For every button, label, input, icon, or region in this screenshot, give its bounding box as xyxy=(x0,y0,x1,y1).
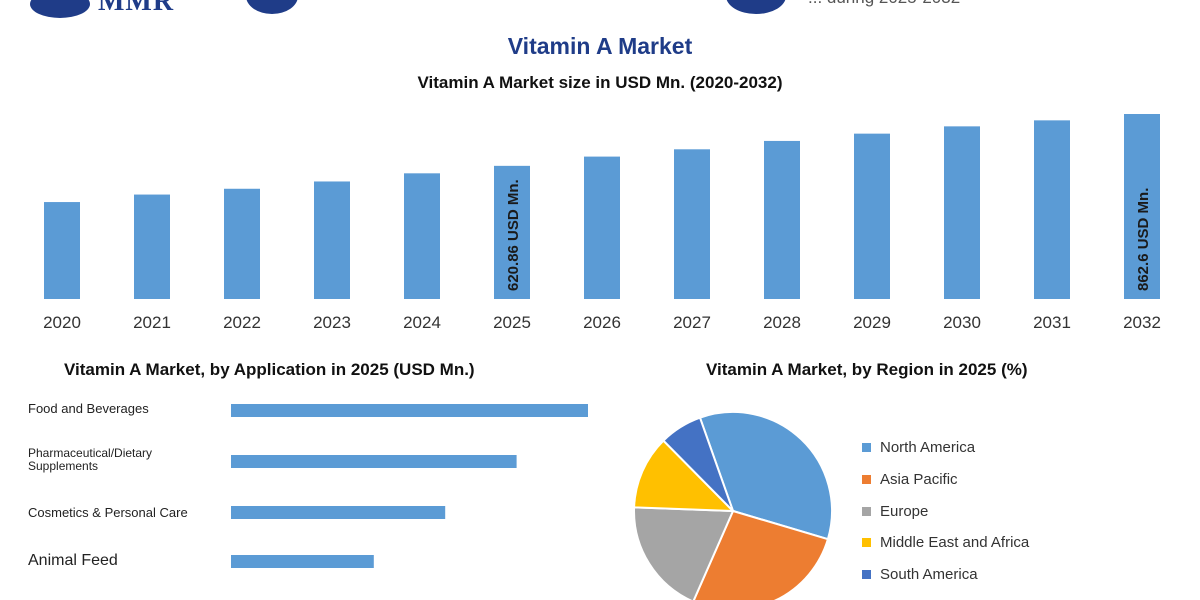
bar-2022 xyxy=(224,188,260,299)
bar-2030 xyxy=(944,126,980,299)
x-tick-label: 2021 xyxy=(133,313,171,332)
header-circle-icon xyxy=(726,0,786,14)
bar-data-label: 862.6 USD Mn. xyxy=(1135,188,1152,291)
application-bar xyxy=(231,506,446,519)
x-tick-label: 2024 xyxy=(403,313,441,332)
legend-swatch xyxy=(862,475,871,484)
x-tick-label: 2032 xyxy=(1123,313,1161,332)
bar-2028 xyxy=(764,140,800,299)
bar-2026 xyxy=(584,156,620,299)
application-label: Animal Feed xyxy=(28,552,118,569)
legend-label: Asia Pacific xyxy=(880,471,958,488)
legend-item: South America xyxy=(862,566,978,583)
bar-2024 xyxy=(404,173,440,299)
x-tick-label: 2022 xyxy=(223,313,261,332)
bar-2031 xyxy=(1034,120,1070,299)
bar-chart-title: Vitamin A Market size in USD Mn. (2020-2… xyxy=(417,73,783,92)
legend-label: Europe xyxy=(880,503,929,520)
bar-2020 xyxy=(44,202,80,299)
bar-2023 xyxy=(314,181,350,299)
x-tick-label: 2025 xyxy=(493,313,531,332)
application-chart-title: Vitamin A Market, by Application in 2025… xyxy=(64,360,475,379)
pie-slice-europe xyxy=(633,506,735,600)
brand-logo-text: MMR xyxy=(98,0,175,17)
x-tick-label: 2023 xyxy=(313,313,351,332)
market-size-bar-chart: 2020 2021 2022 2023 2024 2025 2026 2027 2028 2029… xyxy=(43,114,1161,332)
application-bar xyxy=(231,404,588,417)
pie-slice-north_america xyxy=(698,411,833,541)
region-chart-title: Vitamin A Market, by Region in 2025 (%) xyxy=(706,360,1028,379)
legend-label: Middle East and Africa xyxy=(880,534,1030,551)
bar-2032 xyxy=(1124,114,1160,299)
legend-swatch xyxy=(862,507,871,516)
application-label: Pharmaceutical/Dietary Supplements xyxy=(28,446,153,473)
pie-slice-middle_east_africa xyxy=(633,439,736,513)
application-bar xyxy=(231,555,374,568)
header-circle-icon xyxy=(246,0,298,14)
x-tick-label: 2026 xyxy=(583,313,621,332)
legend-label: South America xyxy=(880,566,978,583)
logo-icon xyxy=(30,0,90,18)
pie-slice-asia_pacific xyxy=(692,509,830,600)
x-tick-label: 2031 xyxy=(1033,313,1071,332)
x-tick-label: 2030 xyxy=(943,313,981,332)
bar-2021 xyxy=(134,194,170,299)
legend-item: Europe xyxy=(862,503,928,520)
legend-item: Middle East and Africa xyxy=(862,534,1029,551)
header-tagline: ... during 2025-2032 xyxy=(808,0,960,8)
bar-2029 xyxy=(854,133,890,299)
legend-label: North America xyxy=(880,439,976,456)
bar-2025 xyxy=(494,165,530,299)
bar-2027 xyxy=(674,149,710,299)
x-tick-label: 2027 xyxy=(673,313,711,332)
legend-swatch xyxy=(862,538,871,547)
legend-item: Asia Pacific xyxy=(862,471,958,488)
x-tick-label: 2020 xyxy=(43,313,81,332)
bar-data-label: 620.86 USD Mn. xyxy=(505,179,522,291)
application-label: Cosmetics & Personal Care xyxy=(28,505,188,520)
legend-item: North America xyxy=(862,439,975,456)
x-tick-label: 2029 xyxy=(853,313,891,332)
x-tick-label: 2028 xyxy=(763,313,801,332)
page-title: Vitamin A Market xyxy=(507,33,693,59)
legend-swatch xyxy=(862,570,871,579)
legend-swatch xyxy=(862,443,871,452)
application-label: Food and Beverages xyxy=(28,401,149,416)
pie-slice-south_america xyxy=(661,416,734,512)
application-bar xyxy=(231,455,517,468)
